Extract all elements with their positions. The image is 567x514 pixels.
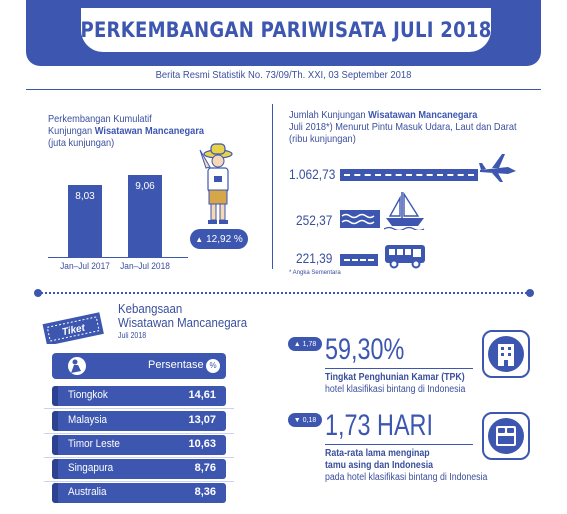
table-row: Tiongkok 14,61 (52, 386, 226, 406)
x-tick-label: Jan–Jul 2018 (120, 261, 170, 272)
country-name: Malaysia (68, 414, 108, 426)
page-subtitle: Berita Resmi Statistik No. 73/09/Th. XXI… (155, 69, 412, 81)
tourist-group-icon (68, 357, 86, 375)
x-tick-label: Jan–Jul 2017 (60, 261, 110, 272)
down-arrow-icon: ▼ (293, 416, 301, 424)
tpk-value: 59,30% (325, 333, 405, 366)
bar-value-label: 8,03 (75, 191, 95, 202)
chart-bar: 9,06 (128, 175, 162, 257)
bus-icon (385, 245, 425, 269)
country-percentage: 10,63 (188, 438, 216, 450)
country-name: Tiongkok (68, 389, 108, 401)
table-row: Australia 8,36 (52, 483, 226, 503)
ticket-text: Tiket (61, 323, 87, 339)
nationality-title-3: Juli 2018 (118, 331, 147, 340)
arrivals-label-3: (ribu kunjungan) (289, 133, 356, 145)
hotel-icon (488, 336, 524, 372)
up-arrow-icon: ▲ (293, 340, 301, 348)
stay-desc-3: pada hotel klasifikasi bintang di Indone… (325, 472, 488, 483)
growth-badge: ▲ 12,92 % (190, 229, 248, 249)
arrivals-label-1: Jumlah Kunjungan Wisatawan Mancanegara (289, 109, 478, 121)
tpk-desc-2: hotel klasifikasi bintang di Indonesia (325, 384, 466, 395)
header-divider (26, 89, 541, 90)
up-arrow-icon: ▲ (195, 234, 204, 244)
country-name: Timor Leste (68, 438, 120, 450)
tpk-desc-1: Tingkat Penghunian Kamar (TPK) (325, 372, 465, 383)
stay-desc-2: tamu asing dan Indonesia (325, 460, 434, 471)
row-divider (44, 457, 234, 458)
table-row: Malaysia 13,07 (52, 411, 226, 431)
page-title: PERKEMBANGAN PARIWISATA JULI 2018 (80, 18, 492, 42)
country-percentage: 8,76 (194, 462, 216, 474)
chart-axis (48, 257, 188, 258)
header-banner: PERKEMBANGAN PARIWISATA JULI 2018 (26, 0, 541, 66)
dotted-separator (38, 292, 530, 294)
runway-bar (340, 169, 478, 181)
column-header-percentage: Persentase (148, 359, 204, 371)
stay-underline (325, 444, 473, 445)
cumulative-label-1: Perkembangan Kumulatif (48, 113, 152, 125)
country-percentage: 13,07 (188, 414, 216, 426)
percent-badge: % (206, 359, 220, 373)
tpk-underline (325, 368, 473, 369)
arrivals-label-2: Juli 2018*) Menurut Pintu Masuk Udara, L… (289, 121, 517, 133)
stay-delta-badge: ▼ 0,18 (288, 413, 322, 427)
nationality-title-1: Kebangsaan (118, 301, 183, 316)
row-divider (44, 408, 234, 409)
sea-arrivals-value: 252,37 (296, 212, 333, 228)
separator-dot-right (526, 289, 534, 297)
table-header: Persentase % (52, 353, 226, 379)
provisional-note: * Angka Sementara (289, 270, 341, 276)
country-percentage: 8,36 (194, 486, 216, 498)
country-percentage: 14,61 (188, 389, 216, 401)
nationality-title-2: Wisatawan Mancanegara (118, 315, 248, 330)
road-bar (340, 254, 378, 266)
hotel-icon-box (482, 330, 530, 378)
bed-icon-box (482, 412, 530, 460)
table-row: Timor Leste 10,63 (52, 435, 226, 455)
stay-value: 1,73 HARI (325, 409, 433, 442)
cumulative-label-3: (juta kunjungan) (48, 137, 115, 149)
section-divider (272, 104, 273, 269)
ticket-icon: Tiket (42, 312, 104, 344)
chart-bar: 8,03 (68, 185, 102, 257)
table-row: Singapura 8,76 (52, 459, 226, 479)
bar-value-label: 9,06 (135, 181, 155, 192)
stay-desc-1: Rata-rata lama menginap (325, 448, 430, 459)
land-arrivals-value: 221,39 (296, 250, 333, 266)
ship-icon (384, 191, 425, 230)
waves-icon (340, 210, 380, 228)
row-divider (44, 481, 234, 482)
country-name: Singapura (68, 462, 114, 474)
tourist-icon (199, 143, 233, 224)
cumulative-label-2: Kunjungan Wisatawan Mancanegara (48, 125, 205, 137)
row-divider (44, 433, 234, 434)
title-box: PERKEMBANGAN PARIWISATA JULI 2018 (80, 8, 492, 52)
airplane-icon (479, 154, 516, 182)
country-name: Australia (68, 486, 107, 498)
bed-icon (488, 418, 524, 454)
tpk-delta-badge: ▲ 1,78 (288, 337, 322, 351)
separator-dot-left (34, 289, 42, 297)
air-arrivals-value: 1.062,73 (289, 166, 336, 182)
